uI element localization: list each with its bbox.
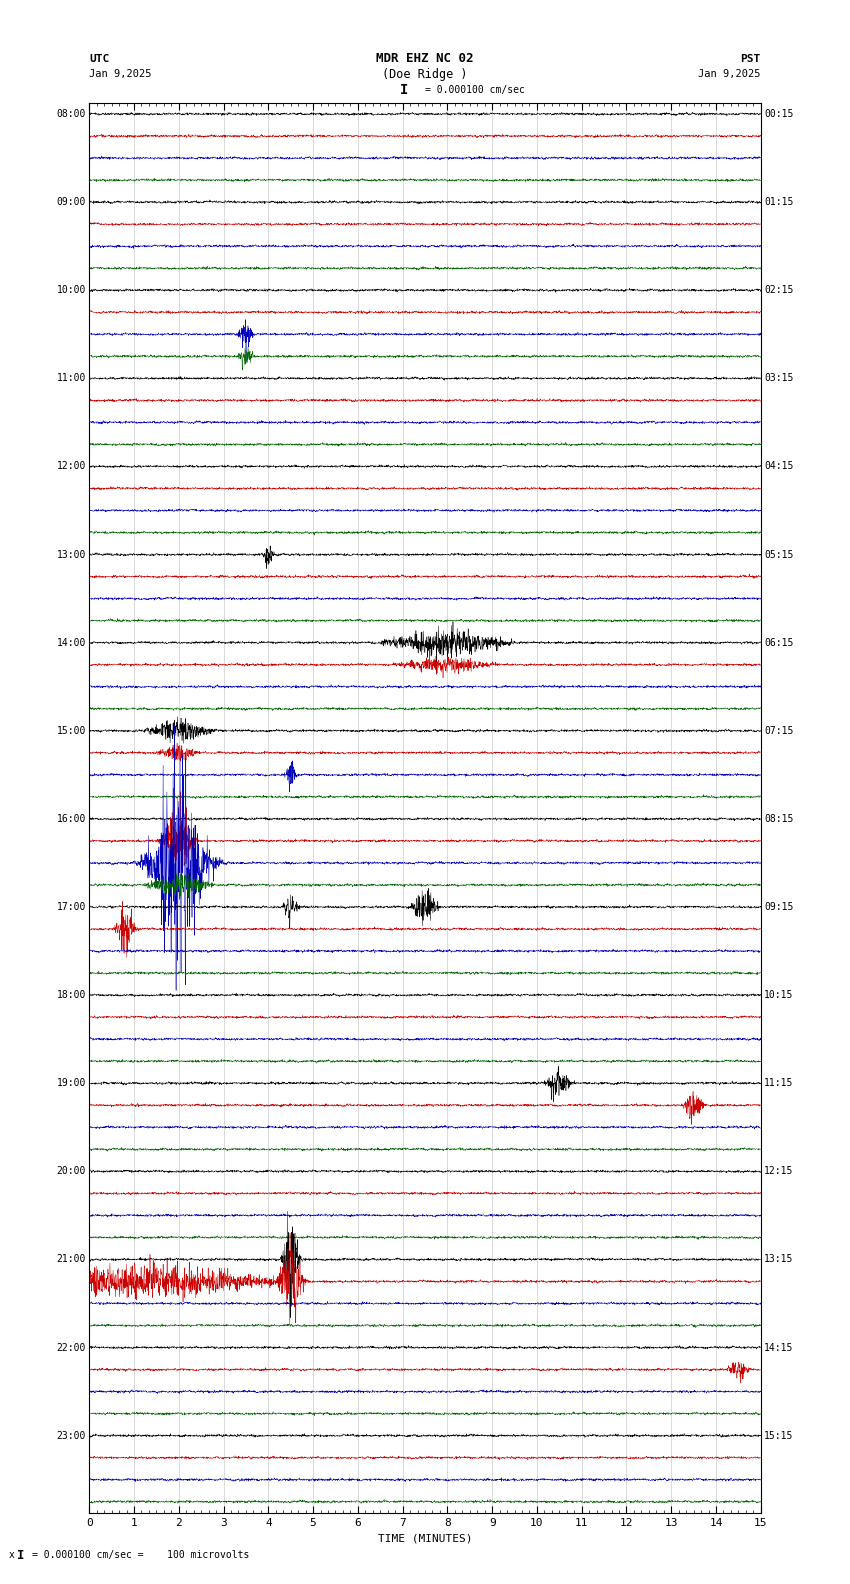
Text: 06:15: 06:15: [764, 638, 794, 648]
Text: 05:15: 05:15: [764, 550, 794, 559]
Text: (Doe Ridge ): (Doe Ridge ): [382, 68, 468, 81]
Text: 00:15: 00:15: [764, 109, 794, 119]
X-axis label: TIME (MINUTES): TIME (MINUTES): [377, 1533, 473, 1543]
Text: Jan 9,2025: Jan 9,2025: [698, 70, 761, 79]
Text: 15:00: 15:00: [56, 725, 86, 735]
Text: I: I: [18, 1549, 25, 1562]
Text: 11:15: 11:15: [764, 1079, 794, 1088]
Text: 14:00: 14:00: [56, 638, 86, 648]
Text: 01:15: 01:15: [764, 196, 794, 208]
Text: = 0.000100 cm/sec: = 0.000100 cm/sec: [425, 86, 524, 95]
Text: 15:15: 15:15: [764, 1430, 794, 1440]
Text: UTC: UTC: [89, 54, 110, 63]
Text: MDR EHZ NC 02: MDR EHZ NC 02: [377, 52, 473, 65]
Text: 09:00: 09:00: [56, 196, 86, 208]
Text: 18:00: 18:00: [56, 990, 86, 1000]
Text: 10:15: 10:15: [764, 990, 794, 1000]
Text: I: I: [400, 84, 408, 97]
Text: 12:15: 12:15: [764, 1166, 794, 1177]
Text: 16:00: 16:00: [56, 814, 86, 824]
Text: 21:00: 21:00: [56, 1255, 86, 1264]
Text: 13:15: 13:15: [764, 1255, 794, 1264]
Text: 02:15: 02:15: [764, 285, 794, 295]
Text: 08:15: 08:15: [764, 814, 794, 824]
Text: = 0.000100 cm/sec =    100 microvolts: = 0.000100 cm/sec = 100 microvolts: [32, 1551, 250, 1560]
Text: 22:00: 22:00: [56, 1343, 86, 1353]
Text: 09:15: 09:15: [764, 901, 794, 912]
Text: 17:00: 17:00: [56, 901, 86, 912]
Text: x: x: [8, 1551, 14, 1560]
Text: 20:00: 20:00: [56, 1166, 86, 1177]
Text: 03:15: 03:15: [764, 374, 794, 383]
Text: 04:15: 04:15: [764, 461, 794, 472]
Text: 13:00: 13:00: [56, 550, 86, 559]
Text: 07:15: 07:15: [764, 725, 794, 735]
Text: PST: PST: [740, 54, 761, 63]
Text: 12:00: 12:00: [56, 461, 86, 472]
Text: Jan 9,2025: Jan 9,2025: [89, 70, 152, 79]
Text: 10:00: 10:00: [56, 285, 86, 295]
Text: 08:00: 08:00: [56, 109, 86, 119]
Text: 23:00: 23:00: [56, 1430, 86, 1440]
Text: 14:15: 14:15: [764, 1343, 794, 1353]
Text: 11:00: 11:00: [56, 374, 86, 383]
Text: 19:00: 19:00: [56, 1079, 86, 1088]
